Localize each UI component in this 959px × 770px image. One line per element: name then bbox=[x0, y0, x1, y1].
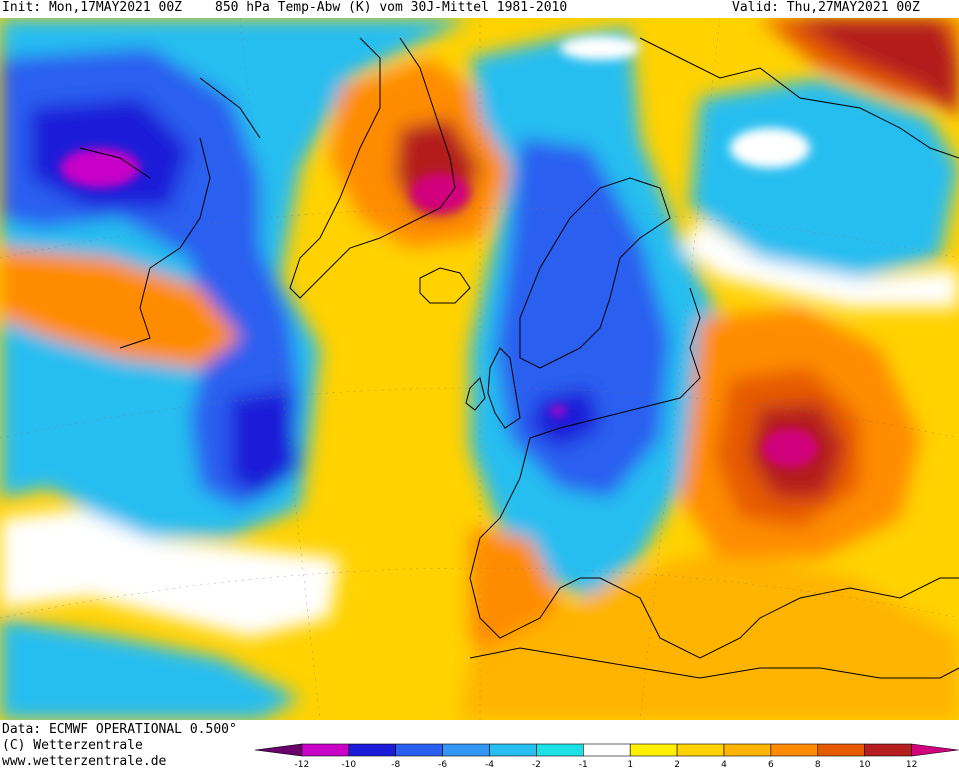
legend-tick-label: -12 bbox=[295, 760, 310, 770]
coastlines bbox=[79, 37, 959, 679]
mid-atlantic-white bbox=[0, 508, 340, 638]
legend-swatch bbox=[348, 743, 397, 757]
legend-tick-label: 8 bbox=[815, 760, 821, 770]
copyright-label: (C) Wetterzentrale bbox=[2, 738, 143, 753]
russia-cold bbox=[690, 78, 959, 278]
legend-tick-label: -8 bbox=[391, 760, 400, 770]
valid-time-label: Valid: Thu,27MAY2021 00Z bbox=[732, 0, 920, 15]
legend-tick-label: 1 bbox=[627, 760, 633, 770]
legend-swatch bbox=[582, 743, 631, 757]
balkan-extreme bbox=[762, 428, 818, 468]
russia-coast bbox=[639, 37, 959, 159]
legend-swatch bbox=[629, 743, 678, 757]
legend-tick-label: -2 bbox=[532, 760, 541, 770]
legend-tick-label: 2 bbox=[674, 760, 680, 770]
legend-tick-label: -4 bbox=[485, 760, 494, 770]
russia-white bbox=[680, 218, 959, 308]
europe-cold-deep bbox=[530, 388, 600, 448]
legend-swatch bbox=[676, 743, 725, 757]
legend-color-boxes bbox=[255, 743, 959, 757]
legend-swatch bbox=[770, 743, 819, 757]
legend-tick-label: 4 bbox=[721, 760, 727, 770]
graticule bbox=[0, 18, 959, 720]
anomaly-map bbox=[0, 18, 959, 720]
north-pole-white bbox=[560, 36, 640, 60]
legend-swatch bbox=[864, 743, 912, 757]
legend-tick-label: -10 bbox=[341, 760, 356, 770]
northeast-hot bbox=[790, 18, 959, 118]
iceland-coast bbox=[419, 267, 471, 304]
field-title: 850 hPa Temp-Abw (K) vom 30J-Mittel 1981… bbox=[215, 0, 568, 15]
benelux-extreme bbox=[550, 406, 566, 416]
continent-coast bbox=[469, 287, 959, 659]
south-west-cold bbox=[0, 618, 300, 720]
legend-swatch bbox=[255, 743, 303, 757]
barents-white bbox=[730, 128, 810, 168]
legend-tick-labels: -12 -10 -8 -6 -4 -2 -1 1 2 4 6 8 10 12 bbox=[295, 760, 918, 770]
scandinavia-coast bbox=[519, 177, 671, 369]
website-link[interactable]: www.wetterzentrale.de bbox=[2, 754, 167, 769]
data-source-label: Data: ECMWF OPERATIONAL 0.500° bbox=[2, 722, 237, 737]
legend-swatch bbox=[817, 743, 865, 757]
legend-swatch bbox=[911, 743, 959, 757]
greenland-extreme bbox=[410, 173, 470, 213]
hudson-warm bbox=[0, 248, 240, 368]
legend-swatch bbox=[395, 743, 443, 757]
legend-swatch bbox=[442, 743, 490, 757]
legend-swatch bbox=[489, 743, 537, 757]
africa-coast bbox=[469, 647, 959, 679]
init-time-label: Init: Mon,17MAY2021 00Z bbox=[2, 0, 183, 15]
color-legend: -12 -10 -8 -6 -4 -2 -1 1 2 4 6 8 10 12 bbox=[255, 743, 959, 770]
west-cold-deep-south bbox=[230, 388, 300, 498]
legend-tick-label: 6 bbox=[768, 760, 774, 770]
legend-swatch bbox=[723, 743, 772, 757]
legend-tick-label: 12 bbox=[906, 760, 917, 770]
header-bar: Init: Mon,17MAY2021 00Z 850 hPa Temp-Abw… bbox=[0, 0, 959, 18]
baffin-extreme bbox=[60, 148, 140, 188]
legend-tick-label: -1 bbox=[579, 760, 588, 770]
legend-tick-label: -6 bbox=[438, 760, 447, 770]
legend-swatch bbox=[301, 743, 350, 757]
legend-swatch bbox=[536, 743, 584, 757]
canada-coast bbox=[79, 77, 261, 349]
anomaly-speckles bbox=[60, 36, 818, 468]
legend-tick-label: 10 bbox=[859, 760, 871, 770]
greenland-coast bbox=[289, 37, 456, 299]
